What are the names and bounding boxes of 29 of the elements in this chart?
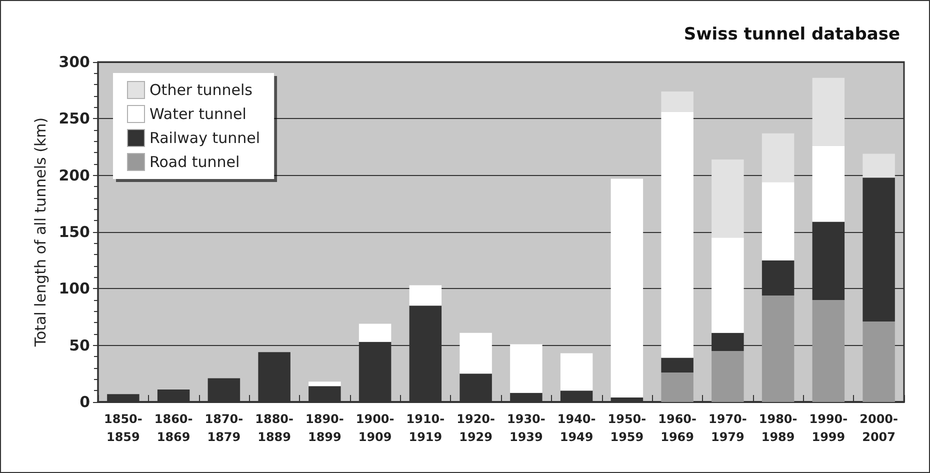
y-tick-label: 0 — [80, 393, 90, 411]
x-tick-label: 1910-1919 — [406, 412, 445, 444]
legend-label: Water tunnel — [150, 105, 246, 123]
x-tick-label: 1960-1969 — [658, 412, 697, 444]
x-tick-label: 2000-2007 — [860, 412, 898, 444]
y-tick-label: 150 — [58, 223, 90, 241]
x-tick-label: 1850-1859 — [104, 412, 142, 444]
x-tick-label: 1900-1909 — [356, 412, 394, 444]
x-tick-label: 1940-1949 — [557, 412, 596, 444]
x-tick-label: 1870-1879 — [204, 412, 244, 444]
x-tick-label: 1930-1939 — [506, 412, 546, 444]
y-tick-label: 100 — [58, 280, 90, 298]
legend-label: Road tunnel — [150, 153, 240, 171]
x-tick-label: 1880-1889 — [255, 412, 294, 444]
x-tick-label: 1920-1929 — [456, 412, 496, 444]
x-tick-label: 1950-1959 — [608, 412, 646, 444]
x-tick-label: 1890-1899 — [305, 412, 344, 444]
y-tick-label: 250 — [58, 110, 90, 128]
x-tick-label: 1860-1869 — [154, 412, 193, 444]
legend-label: Other tunnels — [150, 81, 253, 99]
legend-label: Railway tunnel — [150, 129, 260, 147]
x-tick-label: 1980-1989 — [758, 412, 798, 444]
y-tick-label: 300 — [58, 53, 90, 71]
y-axis-title: Total length of all tunnels (km) — [31, 117, 50, 348]
y-tick-label: 50 — [69, 336, 90, 354]
chart-title: Swiss tunnel database — [684, 24, 900, 44]
y-tick-label: 200 — [58, 166, 90, 184]
x-tick-label: 1990-1999 — [809, 412, 848, 444]
x-tick-label: 1970-1979 — [708, 412, 747, 444]
